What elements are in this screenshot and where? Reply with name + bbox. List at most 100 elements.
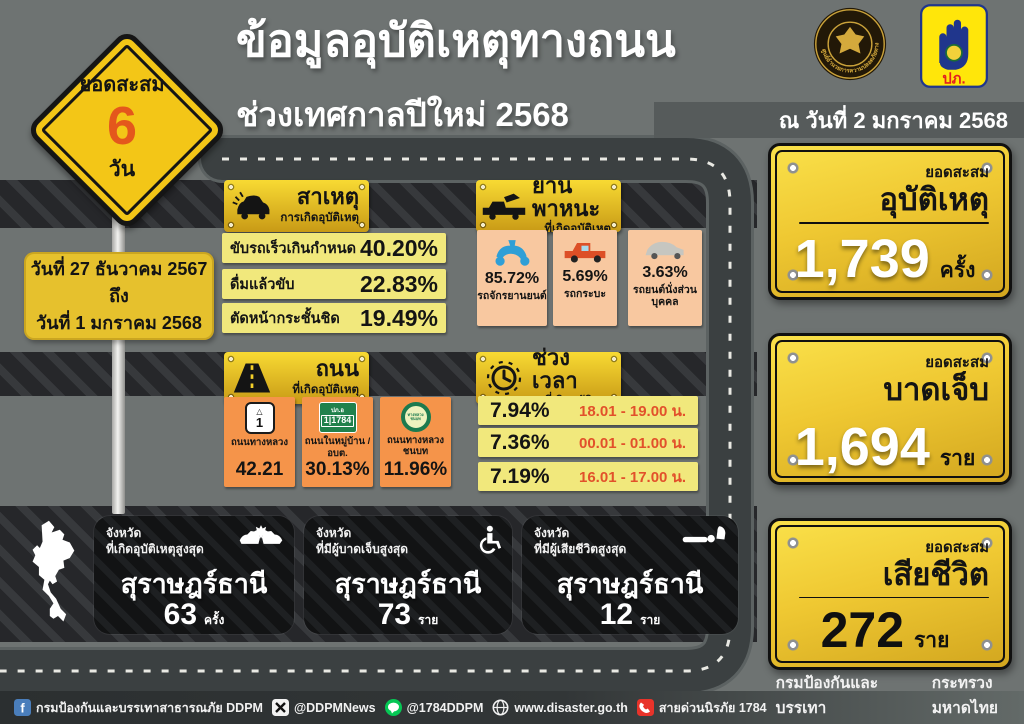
plate-caption: ยอดสะสม xyxy=(925,164,989,181)
plate-caption: ยอดสะสม xyxy=(925,539,989,556)
section-header-text: ถนน ที่เกิดอุบัติเหตุ xyxy=(280,357,369,398)
cause-row: ขับรถเร็วเกินกำหนด 40.20% xyxy=(222,233,446,263)
total-plate-accidents: ยอดสะสม อุบัติเหตุ 1,739 ครั้ง xyxy=(768,143,1012,300)
cause-label: ดื่มแล้วขับ xyxy=(230,276,295,293)
warning-diamond-content: ยอดสะสม 6 วัน xyxy=(38,66,206,188)
tow-truck-icon xyxy=(476,189,532,223)
as-of-date-band: ณ วันที่ 2 มกราคม 2568 xyxy=(654,102,1024,138)
wheelchair-icon xyxy=(476,524,502,561)
time-row: 7.36% 00.01 - 01.00 น. xyxy=(478,428,698,457)
plate-value-row: 1,694 ราย xyxy=(781,420,989,475)
total-plate-deaths: ยอดสะสม เสียชีวิต 272 ราย xyxy=(768,518,1012,670)
time-value: 7.94% xyxy=(490,398,550,422)
province-unit: ราย xyxy=(418,613,439,627)
motorcycle-icon xyxy=(495,240,530,266)
period-line2: ถึง xyxy=(109,285,129,306)
province-value-row: 63 ครั้ง xyxy=(94,598,294,632)
province-box-injuries: จังหวัด ที่มีผู้บาดเจ็บสูงสุด สุราษฎร์ธา… xyxy=(304,516,512,634)
province-box-accidents: จังหวัด ที่เกิดอุบัติเหตุสูงสุด สุราษฎร์… xyxy=(94,516,294,634)
vehicle-box: 5.69% รถกระบะ xyxy=(553,230,617,326)
plate-title: เสียชีวิต xyxy=(882,557,989,592)
cause-row: ดื่มแล้วขับ 22.83% xyxy=(222,269,446,299)
province-name: สุราษฎร์ธานี xyxy=(556,569,704,599)
section-header-roads: ถนน ที่เกิดอุบัติเหตุ xyxy=(224,352,369,404)
village-sign-top: ปภ.อ xyxy=(330,408,345,415)
section-header-causes: สาเหตุ การเกิดอุบัติเหตุ xyxy=(224,180,369,232)
province-name: สุราษฎร์ธานี xyxy=(334,569,482,599)
time-value: 7.36% xyxy=(490,430,550,454)
route-number: 1 xyxy=(255,414,264,430)
plate-content: ยอดสะสม เสียชีวิต 272 ราย xyxy=(781,531,999,657)
footer-org: กรมป้องกันและบรรเทาสาธารณภัย xyxy=(775,675,879,717)
road-type-value: 42.21 xyxy=(235,459,284,480)
footer-hotline: สายด่วนนิรภัย 1784 xyxy=(636,698,767,718)
plate-caption: ยอดสะสม xyxy=(925,354,989,371)
lying-person-icon xyxy=(680,524,728,553)
road-type-box: ทางหลวงชนบท ถนนทางหลวงชนบท 11.96% xyxy=(380,397,451,487)
sign-pole xyxy=(112,192,125,514)
road-type-box: ปภ.อ 1|1784 ถนนในหมู่บ้าน / อบต. 30.13% xyxy=(302,397,373,487)
road-type-label: ถนนในหมู่บ้าน / อบต. xyxy=(304,436,371,459)
ddpm-logo-text: ปภ. xyxy=(942,71,965,87)
vehicle-box: 85.72% รถจักรยานยนต์ xyxy=(477,230,547,326)
roads-title: ถนน xyxy=(315,356,359,382)
plate-unit: ราย xyxy=(914,629,950,652)
vehicle-value: 3.63% xyxy=(642,264,688,281)
village-sign-number: 1|1784 xyxy=(320,415,355,428)
road-type-value: 11.96% xyxy=(383,459,448,480)
footer-line-label: @1784DDPM xyxy=(406,700,484,715)
plate-title: อุบัติเหตุ xyxy=(879,182,989,217)
footer-hotline-label: สายด่วนนิรภัย 1784 xyxy=(658,700,767,715)
plate-title: บาดเจ็บ xyxy=(883,372,989,407)
footer-website: www.disaster.go.th xyxy=(492,699,628,716)
vehicle-value: 5.69% xyxy=(562,268,608,285)
road-type-box: △ 1 ถนนทางหลวง 42.21 xyxy=(224,397,295,487)
province-unit: ราย xyxy=(640,613,661,627)
phone-icon xyxy=(636,699,654,716)
cause-label: ขับรถเร็วเกินกำหนด xyxy=(230,240,357,257)
footer-right-group: กรมป้องกันและบรรเทาสาธารณภัย กระทรวงมหาด… xyxy=(776,670,1010,724)
province-caption-line2: ที่มีผู้บาดเจ็บสูงสุด xyxy=(316,542,409,557)
x-icon xyxy=(271,699,289,716)
pickup-truck-icon xyxy=(564,243,606,263)
vehicle-label: รถยนต์นั่งส่วนบุคคล xyxy=(633,284,697,309)
footer-facebook-label: กรมป้องกันและบรรเทาสาธารณภัย DDPM xyxy=(36,700,263,715)
province-box-deaths: จังหวัด ที่มีผู้เสียชีวิตสูงสุด สุราษฎร์… xyxy=(522,516,738,634)
plate-value-row: 272 ราย xyxy=(781,605,989,657)
road-icon xyxy=(224,360,280,396)
vehicle-value: 85.72% xyxy=(484,270,540,287)
plate-value-row: 1,739 ครั้ง xyxy=(781,232,989,287)
time-range: 18.01 - 19.00 น. xyxy=(579,402,686,420)
garuda-emblem xyxy=(835,26,865,54)
footer-website-label: www.disaster.go.th xyxy=(514,700,628,715)
vehicle-label: รถกระบะ xyxy=(564,288,606,300)
wreath-circle xyxy=(945,44,963,62)
village-road-sign: ปภ.อ 1|1784 xyxy=(318,402,357,434)
cause-label: ตัดหน้ากระชั้นชิด xyxy=(230,310,340,327)
plate-content: ยอดสะสม บาดเจ็บ 1,694 ราย xyxy=(781,346,999,475)
car-crash-icon xyxy=(224,188,280,224)
highway-route-sign: △ 1 xyxy=(244,402,275,434)
plate-divider-bar xyxy=(799,221,989,224)
cause-value: 19.49% xyxy=(359,304,438,331)
time-row: 7.19% 16.01 - 17.00 น. xyxy=(478,462,698,491)
period-line1: วันที่ 27 ธันวาคม 2567 xyxy=(30,258,208,279)
page-subtitle: ช่วงเทศกาลปีใหม่ 2568 xyxy=(236,96,569,133)
cause-value: 22.83% xyxy=(359,270,438,297)
line-app-icon xyxy=(384,699,402,716)
thailand-map xyxy=(32,520,75,622)
period-box: วันที่ 27 ธันวาคม 2567 ถึง วันที่ 1 มกรา… xyxy=(24,252,214,340)
province-caption-line1: จังหวัด xyxy=(106,526,142,540)
plate-value: 1,694 xyxy=(794,416,930,477)
vehicle-box: 3.63% รถยนต์นั่งส่วนบุคคล xyxy=(628,230,702,326)
footer-ministry: กระทรวงมหาดไทย xyxy=(931,675,999,717)
times-title: ช่วงเวลา xyxy=(532,344,578,393)
footer-bar: f กรมป้องกันและบรรเทาสาธารณภัย DDPM @DDP… xyxy=(0,675,1024,724)
total-plate-injuries: ยอดสะสม บาดเจ็บ 1,694 ราย xyxy=(768,333,1012,485)
roads-subtitle: ที่เกิดอุบัติเหตุ xyxy=(292,383,359,396)
province-caption-line1: จังหวัด xyxy=(534,526,570,540)
sedan-car-icon xyxy=(645,241,684,260)
section-header-vehicles: ยานพาหนะ ที่เกิดอุบัติเหตุ xyxy=(476,174,621,235)
clock-icon xyxy=(476,360,532,396)
